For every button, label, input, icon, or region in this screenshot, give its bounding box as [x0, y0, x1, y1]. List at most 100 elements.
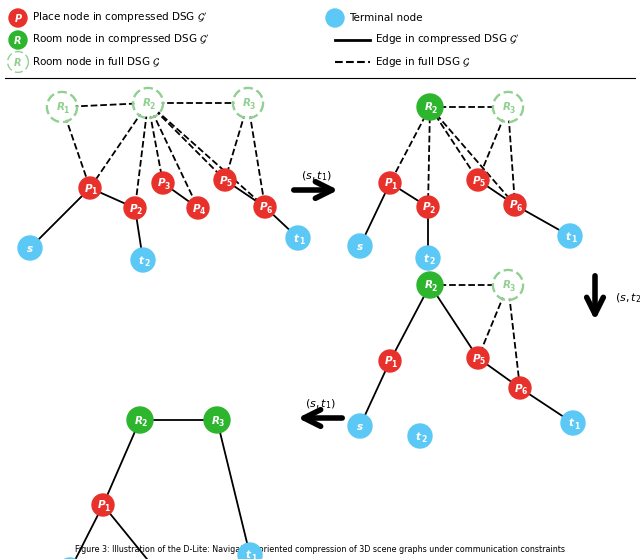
- Text: t: t: [139, 255, 144, 266]
- Text: 2: 2: [149, 102, 155, 111]
- Text: P: P: [385, 178, 392, 188]
- Circle shape: [561, 411, 585, 435]
- Text: P: P: [193, 203, 200, 214]
- Circle shape: [558, 224, 582, 248]
- Text: t: t: [566, 231, 571, 241]
- Text: s: s: [357, 421, 363, 432]
- Text: 5: 5: [479, 357, 484, 366]
- Circle shape: [504, 194, 526, 216]
- Circle shape: [9, 9, 27, 27]
- Text: R: R: [243, 98, 250, 108]
- Text: 1: 1: [574, 422, 580, 431]
- Text: R: R: [424, 102, 433, 112]
- Text: Edge in full DSG $\mathcal{G}$: Edge in full DSG $\mathcal{G}$: [375, 55, 470, 69]
- Circle shape: [348, 234, 372, 258]
- Text: s: s: [357, 241, 363, 252]
- Text: 2: 2: [431, 106, 436, 115]
- Circle shape: [495, 272, 521, 298]
- Circle shape: [124, 197, 146, 219]
- Text: 1: 1: [392, 182, 397, 191]
- Circle shape: [9, 53, 27, 71]
- Text: 1: 1: [392, 360, 397, 369]
- Text: $(s, t_2)$: $(s, t_2)$: [615, 291, 640, 305]
- Text: P: P: [84, 183, 92, 193]
- Text: P: P: [385, 357, 392, 367]
- Text: 1: 1: [104, 504, 109, 513]
- Circle shape: [214, 169, 236, 191]
- Text: 3: 3: [250, 102, 255, 111]
- Text: P: P: [260, 202, 268, 212]
- Text: P: P: [157, 178, 165, 188]
- Circle shape: [235, 90, 261, 116]
- Circle shape: [417, 196, 439, 218]
- Circle shape: [348, 414, 372, 438]
- Text: 2: 2: [141, 419, 147, 428]
- Text: P: P: [98, 500, 106, 510]
- Circle shape: [286, 226, 310, 250]
- Text: 3: 3: [509, 284, 515, 293]
- Text: Figure 3: Illustration of the D-Lite: Navigation-oriented compression of 3D scen: Figure 3: Illustration of the D-Lite: Na…: [75, 546, 565, 555]
- Text: P: P: [220, 176, 227, 186]
- Text: t: t: [424, 253, 429, 263]
- Text: 2: 2: [429, 257, 435, 266]
- Text: t: t: [246, 551, 251, 559]
- Text: R: R: [134, 415, 143, 425]
- Circle shape: [417, 94, 443, 120]
- Text: P: P: [515, 383, 522, 394]
- Circle shape: [467, 347, 489, 369]
- Text: Place node in compressed DSG $\mathcal{G}^{\prime}$: Place node in compressed DSG $\mathcal{G…: [32, 11, 207, 25]
- Circle shape: [79, 177, 101, 199]
- Text: t: t: [416, 432, 421, 442]
- Circle shape: [379, 350, 401, 372]
- Circle shape: [127, 407, 153, 433]
- Text: 2: 2: [431, 284, 436, 293]
- Text: Room node in full DSG $\mathcal{G}$: Room node in full DSG $\mathcal{G}$: [32, 55, 161, 69]
- Text: 6: 6: [522, 387, 527, 396]
- Text: 1: 1: [92, 187, 97, 196]
- Circle shape: [379, 172, 401, 194]
- Circle shape: [187, 197, 209, 219]
- Text: 5: 5: [227, 179, 232, 188]
- Text: 3: 3: [164, 182, 170, 191]
- Text: t: t: [294, 234, 299, 244]
- Circle shape: [416, 246, 440, 270]
- Text: P: P: [473, 176, 480, 186]
- Circle shape: [467, 169, 489, 191]
- Text: P: P: [473, 353, 480, 363]
- Text: 6: 6: [266, 206, 271, 215]
- Circle shape: [152, 172, 174, 194]
- Text: 4: 4: [200, 207, 205, 216]
- Text: 1: 1: [252, 554, 257, 559]
- Text: t: t: [569, 419, 574, 429]
- Text: 1: 1: [63, 106, 68, 115]
- Text: P: P: [509, 201, 517, 211]
- Text: Edge in compressed DSG $\mathcal{G}^{\prime}$: Edge in compressed DSG $\mathcal{G}^{\pr…: [375, 33, 520, 47]
- Text: 5: 5: [479, 179, 484, 188]
- Circle shape: [417, 272, 443, 298]
- Text: P: P: [422, 202, 430, 212]
- Text: 1: 1: [300, 237, 305, 246]
- Text: Room node in compressed DSG $\mathcal{G}^{\prime}$: Room node in compressed DSG $\mathcal{G}…: [32, 33, 210, 47]
- Circle shape: [238, 543, 262, 559]
- Text: R: R: [424, 281, 433, 291]
- Circle shape: [131, 248, 155, 272]
- Text: R: R: [14, 36, 22, 45]
- Text: 2: 2: [145, 259, 150, 268]
- Text: s: s: [27, 244, 33, 253]
- Text: R: R: [211, 415, 220, 425]
- Circle shape: [18, 236, 42, 260]
- Circle shape: [92, 494, 114, 516]
- Text: 2: 2: [136, 207, 141, 216]
- Circle shape: [509, 377, 531, 399]
- Circle shape: [58, 558, 82, 559]
- Circle shape: [326, 9, 344, 27]
- Text: 2: 2: [421, 435, 427, 444]
- Text: 3: 3: [218, 419, 223, 428]
- Circle shape: [408, 424, 432, 448]
- Text: 6: 6: [516, 204, 522, 213]
- Circle shape: [254, 196, 276, 218]
- Text: 2: 2: [429, 206, 435, 215]
- Circle shape: [49, 94, 75, 120]
- Text: 3: 3: [509, 106, 515, 115]
- Text: R: R: [14, 58, 22, 68]
